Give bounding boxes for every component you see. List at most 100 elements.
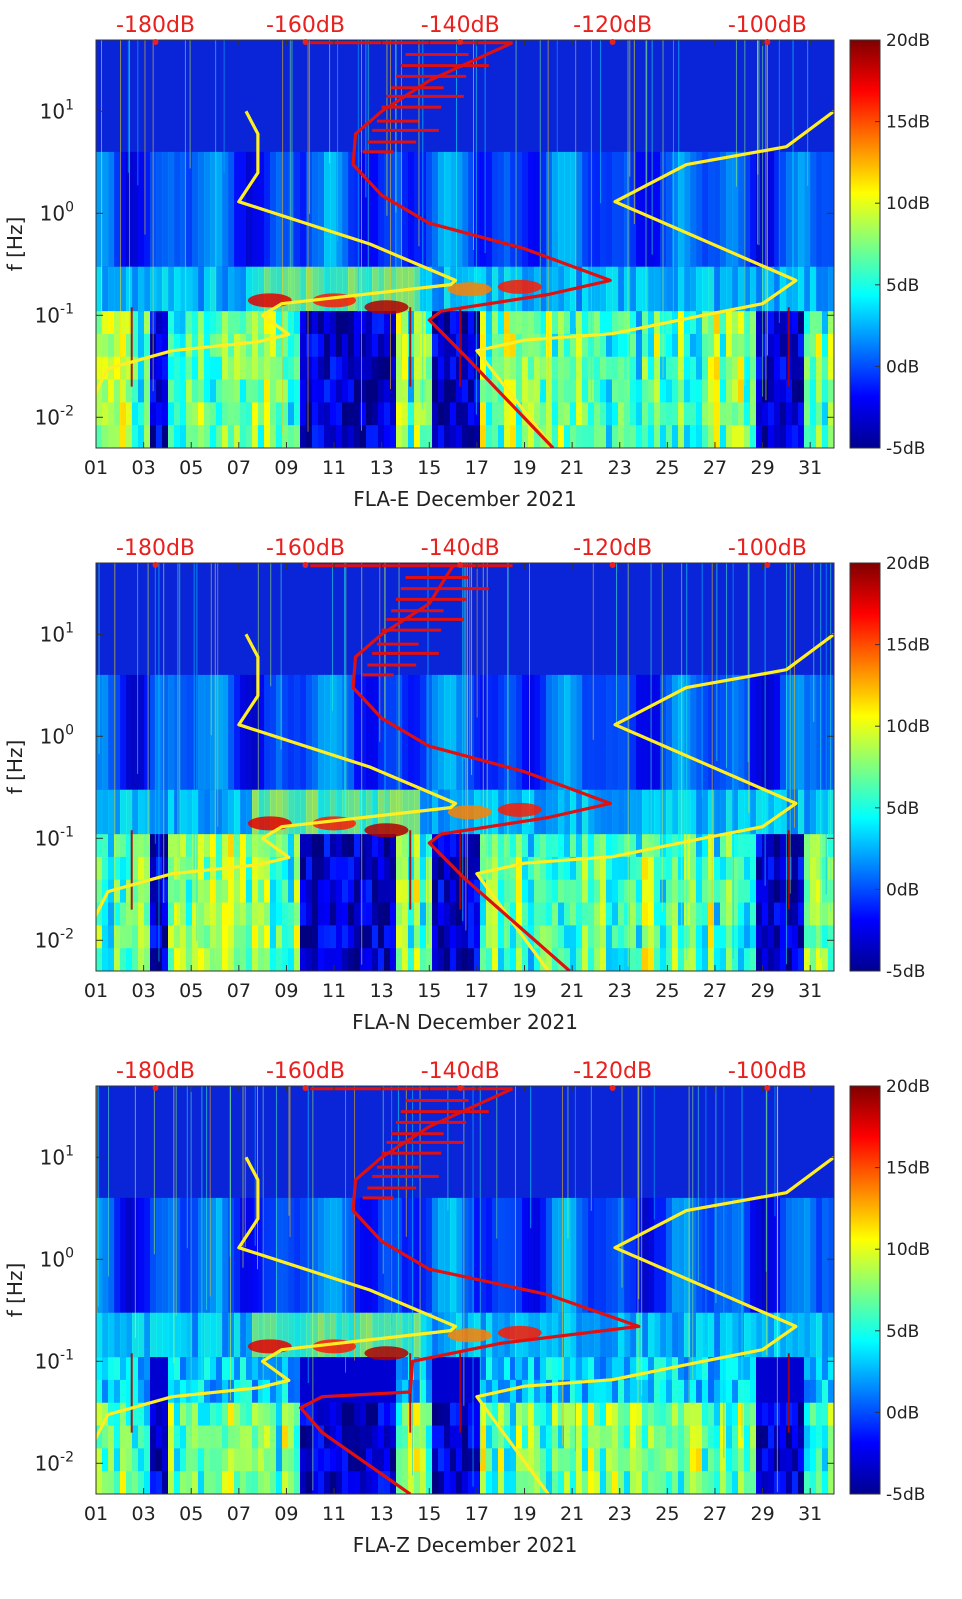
heatmap-cell [528,879,535,904]
heatmap-cell [276,402,283,426]
heatmap-cell [510,333,517,358]
heatmap-cell [276,1197,283,1313]
heatmap-cell [780,311,787,335]
heatmap-cell [396,402,403,426]
heatmap-cell [162,856,169,881]
heatmap-cell [342,902,349,926]
heatmap-cell [504,356,511,381]
heatmap-cell [264,1425,271,1449]
heatmap-cell [672,902,679,926]
heatmap-cell [186,311,193,335]
heatmap-cell [804,1402,811,1427]
heatmap-cell [828,425,834,448]
heatmap-cell [792,856,799,881]
heatmap-cell [414,333,421,358]
heatmap-cell [294,1379,301,1404]
heatmap-cell [96,1448,103,1472]
heatmap-cell [264,1402,271,1427]
heatmap-cell [474,902,481,926]
heatmap-cell [384,311,391,335]
heatmap-cell [156,1312,163,1358]
heatmap-cell [804,1197,811,1313]
heatmap-cell [240,333,247,358]
heatmap-cell [588,1402,595,1427]
heatmap-cell [282,925,289,949]
y-tick-exp: 0 [65,199,74,215]
heatmap-cell [228,674,235,790]
heatmap-cell [648,1379,655,1404]
heatmap-cell [564,1471,571,1494]
heatmap-cell [600,948,607,971]
heatmap-cell [366,402,373,426]
heatmap-cell [600,902,607,926]
heatmap-cell [348,1312,355,1358]
heatmap-cell [306,856,313,881]
heatmap-cell [468,1197,475,1313]
heatmap-cell [444,402,451,426]
heatmap-cell [120,425,127,448]
heatmap-cell [774,879,781,904]
heatmap-cell [576,1379,583,1404]
heatmap-cell [336,834,343,858]
heatmap-cell [588,1471,595,1494]
heatmap-cell [336,333,343,358]
x-tick-label: 31 [798,457,822,479]
heatmap-cell [192,402,199,426]
heatmap-cell [702,925,709,949]
heatmap-cell [540,925,547,949]
heatmap-cell [186,925,193,949]
heatmap-cell [150,1448,157,1472]
heatmap-cell [252,925,259,949]
heatmap-cell [120,674,127,790]
heatmap-cell [444,1471,451,1494]
heatmap-cell [342,402,349,426]
heatmap-cell [684,266,691,312]
heatmap-cell [300,402,307,426]
x-tick-label: 15 [417,980,441,1002]
heatmap-cell [522,356,529,381]
heatmap-cell [540,879,547,904]
heatmap-cell [552,333,559,358]
heatmap-cell [654,425,661,448]
heatmap-cell [720,379,727,403]
heatmap-cell [720,902,727,926]
heatmap-cell [174,311,181,335]
heatmap-cell [162,879,169,904]
heatmap-cell [102,356,109,381]
heatmap-cell [570,379,577,403]
heatmap-cell [294,674,301,790]
heatmap-cell [336,789,343,835]
heatmap-cell [270,902,277,926]
heatmap-cell [504,879,511,904]
heatmap-cell [510,1425,517,1449]
heatmap-cell [768,1197,775,1313]
heatmap-cell [360,1379,367,1404]
heatmap-cell [282,856,289,881]
heatmap-cell [702,333,709,358]
heatmap-cell [474,674,481,790]
heatmap-cell [594,879,601,904]
heatmap-cell [150,425,157,448]
heatmap-cell [324,948,331,971]
heatmap-cell [186,379,193,403]
heatmap-cell [816,948,823,971]
heatmap-cell [810,1197,817,1313]
heatmap-cell [198,356,205,381]
heatmap-cell [660,425,667,448]
heatmap-cell [750,333,757,358]
heatmap-cell [114,925,121,949]
heatmap-cell [696,674,703,790]
heatmap-cell [498,674,505,790]
heatmap-cell [606,1402,613,1427]
heatmap-cell [222,1357,229,1381]
heatmap-cell [204,1357,211,1381]
heatmap-cell [354,1448,361,1472]
heatmap-cell [762,879,769,904]
heatmap-cell [336,1402,343,1427]
heatmap-cell [618,356,625,381]
heatmap-cell [120,834,127,858]
heatmap-cell [318,402,325,426]
heatmap-cell [630,356,637,381]
heatmap-cell [294,1471,301,1494]
heatmap-cell [636,311,643,335]
